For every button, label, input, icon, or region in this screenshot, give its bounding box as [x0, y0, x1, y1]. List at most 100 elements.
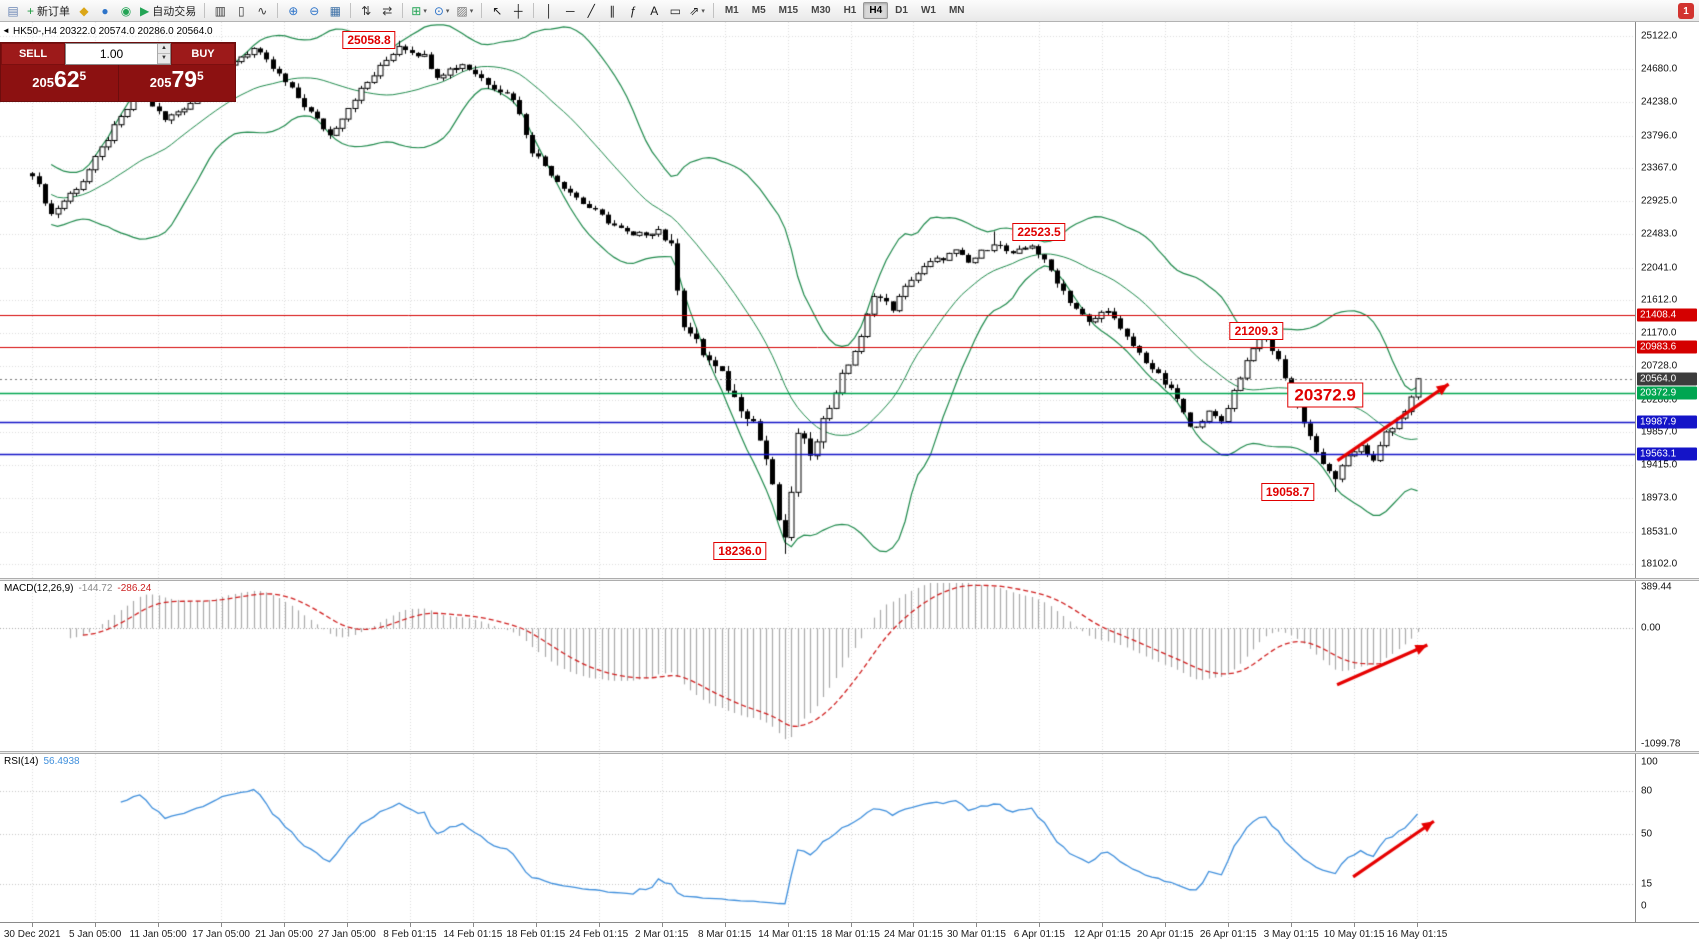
sell-button[interactable]: SELL: [1, 43, 65, 65]
rsi-canvas[interactable]: [0, 754, 1635, 922]
volume-spinner[interactable]: ▲ ▼: [157, 44, 170, 64]
text-icon[interactable]: A: [644, 2, 664, 20]
time-tick-mark: [536, 923, 537, 927]
new-chart-icon: ⊞: [411, 3, 422, 18]
time-axis-label: 2 Mar 01:15: [634, 929, 689, 940]
time-axis-label: 18 Mar 01:15: [821, 929, 880, 940]
price-annotation: 21209.3: [1229, 322, 1284, 341]
fibonacci-icon[interactable]: ƒ: [623, 2, 643, 20]
price-annotation: 22523.5: [1012, 223, 1066, 242]
line-chart-icon[interactable]: ∿: [252, 2, 272, 20]
templates-icon: ▨: [456, 3, 468, 18]
main-chart-canvas[interactable]: [0, 22, 1635, 578]
buy-price-fraction: 5: [197, 69, 204, 83]
timeframe-w1-button[interactable]: W1: [915, 2, 942, 19]
signals-icon: ◉: [120, 3, 132, 18]
price-axis-main[interactable]: 25122.0 24680.0 24238.0 23796.0 23367.0 22925…: [1635, 22, 1699, 578]
toolbar-separator: [712, 3, 714, 18]
timeframe-m1-button[interactable]: M1: [719, 2, 745, 19]
arrange-horizontal-icon: ⇄: [382, 3, 393, 18]
arrange-vertical-icon: ⇅: [361, 3, 372, 18]
timeframe-m5-button[interactable]: M5: [746, 2, 772, 19]
new-order-button-label: 新订单: [37, 5, 71, 18]
bars-chart-icon[interactable]: ▥: [210, 2, 230, 20]
zoom-in-icon[interactable]: ⊕: [283, 2, 303, 20]
sell-price-big: 62: [53, 66, 80, 92]
new-chart-icon[interactable]: ⊞ ▾: [408, 2, 430, 20]
rsi-pane: RSI(14) 56.4938 100 80 50 15 0: [0, 754, 1699, 922]
price-tag: 20983.6: [1637, 340, 1697, 354]
window-icon[interactable]: ▤: [3, 2, 23, 20]
time-axis[interactable]: 30 Dec 2021 5 Jan 05:00 11 Jan 05:00 17 Jan…: [0, 922, 1699, 948]
time-axis-label: 3 May 01:15: [1263, 929, 1319, 940]
new-order-button[interactable]: + 新订单: [24, 2, 73, 20]
templates-icon[interactable]: ▨ ▾: [453, 2, 476, 20]
time-tick-mark: [32, 923, 33, 927]
one-click-trading-panel: SELL 1.00 ▲ ▼ BUY 205 62 5 205 79 5: [0, 42, 236, 102]
time-axis-label: 5 Jan 05:00: [69, 929, 122, 940]
signals-icon[interactable]: ◉: [116, 2, 136, 20]
dropdown-caret-icon: ▾: [445, 7, 450, 15]
arrange-vertical-icon[interactable]: ⇅: [356, 2, 376, 20]
timeframe-h4-button[interactable]: H4: [863, 2, 889, 19]
arrows-icon[interactable]: ⇗ ▾: [686, 2, 708, 20]
buy-price[interactable]: 205 79 5: [119, 65, 236, 101]
timeframe-h1-button[interactable]: H1: [838, 2, 863, 19]
chart-window: ◄ HK50-,H4 20322.0 20574.0 20286.0 20564…: [0, 22, 1699, 948]
time-axis-label: 24 Feb 01:15: [569, 929, 629, 940]
price-axis-rsi[interactable]: 100 80 50 15 0: [1635, 754, 1699, 922]
timeframe-m30-button[interactable]: M30: [805, 2, 836, 19]
cursor-icon[interactable]: ↖: [487, 2, 507, 20]
equidistant-channel-icon[interactable]: ∥: [602, 2, 622, 20]
profiles-icon[interactable]: ⊙ ▾: [431, 2, 453, 20]
price-tick-label: 25122.0: [1641, 30, 1678, 42]
price-tick-label: 20286.0: [1641, 394, 1678, 406]
pane-separator[interactable]: [0, 751, 1699, 754]
market-icon[interactable]: ●: [95, 2, 115, 20]
alerts-badge[interactable]: 1: [1678, 3, 1694, 19]
timeframe-m15-button[interactable]: M15: [773, 2, 804, 19]
volume-value[interactable]: 1.00: [99, 47, 124, 61]
crosshair-icon[interactable]: ┼: [508, 2, 528, 20]
timeframe-d1-button[interactable]: D1: [889, 2, 914, 19]
mql5-icon[interactable]: ◆: [74, 2, 94, 20]
volume-down-icon[interactable]: ▼: [158, 54, 170, 64]
collapse-panel-icon[interactable]: ◄: [2, 26, 10, 35]
sell-price[interactable]: 205 62 5: [1, 65, 118, 101]
horizontal-line-icon[interactable]: ─: [560, 2, 580, 20]
price-axis-macd[interactable]: 389.44 0.00 -1099.78: [1635, 581, 1699, 751]
pane-separator[interactable]: [0, 578, 1699, 581]
macd-main-value: -144.72: [78, 583, 113, 594]
buy-button[interactable]: BUY: [171, 43, 235, 65]
rsi-value: 56.4938: [43, 756, 80, 767]
toolbar-separator: [277, 3, 279, 18]
price-tick-label: 22041.0: [1641, 262, 1678, 274]
price-annotation: 20372.9: [1287, 382, 1363, 408]
toolbar-separator: [533, 3, 535, 18]
zoom-out-icon[interactable]: ⊖: [304, 2, 324, 20]
time-axis-label: 18 Feb 01:15: [506, 929, 566, 940]
price-tick-label: 389.44: [1641, 581, 1672, 593]
vertical-line-icon[interactable]: │: [539, 2, 559, 20]
time-tick-mark: [1165, 923, 1166, 927]
time-tick-mark: [347, 923, 348, 927]
timeframe-mn-button[interactable]: MN: [943, 2, 971, 19]
autotrading-icon: ▶: [140, 3, 150, 18]
price-tag: 19563.1: [1637, 447, 1697, 461]
candles-chart-icon[interactable]: ▯: [231, 2, 251, 20]
time-tick-mark: [1102, 923, 1103, 927]
buy-price-prefix: 205: [149, 75, 172, 90]
text-label-icon[interactable]: ▭: [665, 2, 685, 20]
time-axis-label: 11 Jan 05:00: [129, 929, 187, 940]
main-chart-pane: ◄ HK50-,H4 20322.0 20574.0 20286.0 20564…: [0, 22, 1699, 578]
autotrading-button[interactable]: ▶ 自动交易: [137, 2, 199, 20]
trendline-icon[interactable]: ╱: [581, 2, 601, 20]
macd-canvas[interactable]: [0, 581, 1635, 751]
volume-up-icon[interactable]: ▲: [158, 44, 170, 54]
volume-field[interactable]: 1.00 ▲ ▼: [65, 43, 171, 65]
price-tick-label: 15: [1641, 878, 1653, 890]
price-annotation: 18236.0: [713, 542, 767, 561]
macd-signal-value: -286.24: [117, 583, 152, 594]
tile-windows-icon[interactable]: ▦: [325, 2, 345, 20]
arrange-horizontal-icon[interactable]: ⇄: [377, 2, 397, 20]
